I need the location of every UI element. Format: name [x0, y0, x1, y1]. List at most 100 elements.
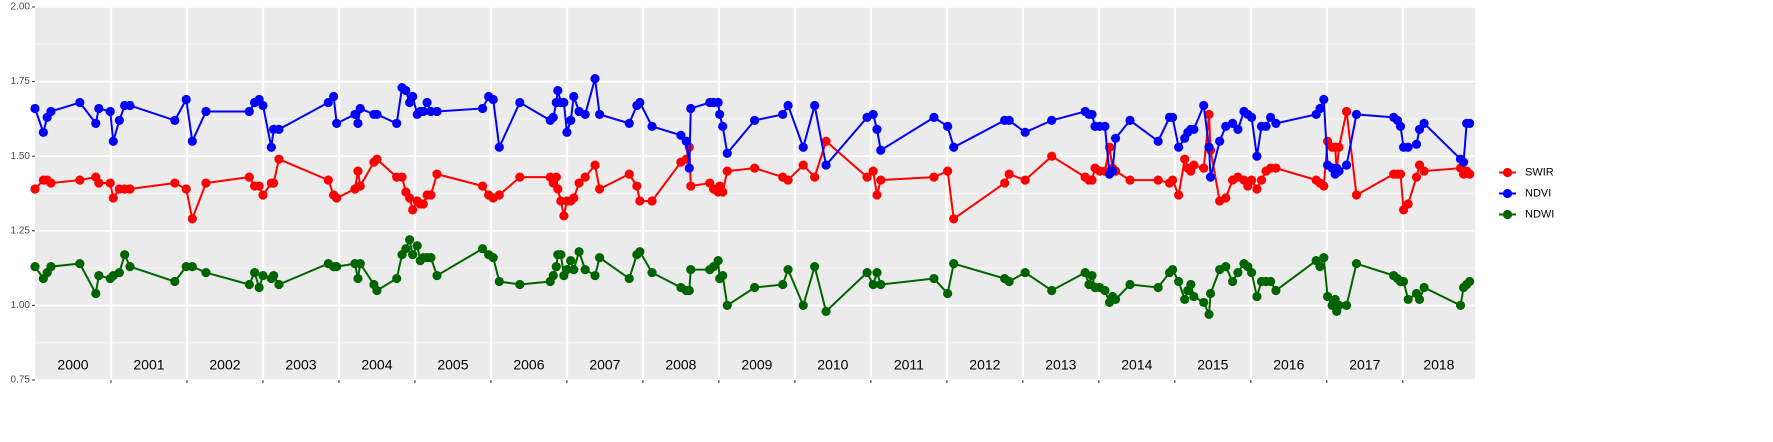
data-point — [488, 253, 498, 263]
data-point — [1221, 193, 1231, 203]
data-point — [1455, 300, 1466, 310]
data-point — [372, 154, 382, 164]
data-point — [556, 250, 566, 260]
data-point — [201, 178, 211, 188]
data-point — [750, 163, 760, 173]
data-point — [250, 267, 260, 278]
data-point — [949, 259, 959, 269]
data-point — [566, 256, 576, 266]
data-point — [1341, 160, 1352, 170]
data-point — [392, 118, 402, 128]
data-point — [412, 241, 422, 251]
data-point — [949, 142, 959, 152]
data-point — [75, 259, 85, 269]
data-point — [1047, 285, 1057, 296]
data-point — [1315, 262, 1325, 272]
data-point — [715, 109, 725, 120]
year-label: 2000 — [57, 357, 88, 373]
year-label: 2014 — [1121, 357, 1152, 373]
data-point — [551, 262, 561, 272]
data-point — [30, 103, 40, 114]
data-point — [46, 262, 56, 272]
data-point — [244, 279, 254, 290]
data-point — [1153, 136, 1163, 146]
data-point — [477, 103, 488, 114]
data-point — [269, 270, 279, 281]
data-point — [868, 279, 878, 290]
year-label: 2008 — [665, 357, 696, 373]
data-point — [862, 172, 872, 182]
data-point — [46, 106, 56, 117]
data-point — [868, 166, 878, 176]
data-point — [1465, 169, 1475, 179]
data-point — [872, 190, 882, 200]
data-point — [722, 148, 732, 158]
data-point — [332, 118, 342, 128]
data-point — [125, 262, 135, 272]
data-point — [1419, 166, 1429, 176]
data-point — [580, 264, 590, 275]
data-point — [1403, 142, 1413, 152]
data-point — [1020, 267, 1030, 278]
data-point — [187, 214, 197, 224]
data-point — [562, 127, 572, 137]
data-point — [647, 121, 657, 131]
y-tick-label: 2.00 — [11, 2, 31, 13]
data-point — [821, 306, 831, 316]
data-point — [30, 184, 40, 194]
data-point — [574, 247, 584, 257]
data-point — [718, 270, 728, 281]
data-point — [562, 264, 572, 275]
legend-marker — [1502, 188, 1513, 199]
data-point — [108, 193, 118, 203]
data-point — [355, 259, 365, 269]
data-point — [1125, 175, 1135, 185]
year-label: 2010 — [817, 357, 848, 373]
data-point — [494, 276, 504, 287]
data-point — [274, 124, 284, 134]
data-point — [515, 279, 525, 290]
data-point — [872, 267, 882, 278]
year-label: 2007 — [589, 357, 620, 373]
data-point — [1110, 133, 1121, 143]
data-point — [1411, 172, 1422, 182]
data-point — [1411, 139, 1422, 149]
data-point — [75, 97, 85, 108]
year-label: 2016 — [1273, 357, 1304, 373]
year-label: 2013 — [1045, 357, 1076, 373]
data-point — [401, 244, 411, 254]
legend-marker — [1502, 209, 1513, 220]
data-point — [488, 94, 498, 105]
data-point — [114, 267, 124, 278]
data-point — [1465, 118, 1475, 128]
data-point — [929, 112, 939, 123]
data-point — [686, 181, 696, 191]
data-point — [676, 130, 686, 140]
data-point — [258, 190, 268, 200]
data-point — [1246, 112, 1257, 123]
data-point — [432, 106, 442, 117]
data-point — [1414, 294, 1425, 305]
data-point — [595, 184, 605, 194]
data-point — [418, 199, 428, 209]
data-point — [1459, 157, 1469, 167]
data-point — [1271, 163, 1281, 173]
data-point — [353, 166, 363, 176]
data-point — [1199, 163, 1209, 173]
data-point — [1174, 190, 1184, 200]
year-label: 2001 — [133, 357, 164, 373]
data-point — [120, 250, 130, 260]
data-point — [114, 115, 124, 125]
data-point — [355, 181, 365, 191]
data-point — [635, 97, 645, 108]
data-point — [269, 178, 279, 188]
data-point — [187, 136, 197, 146]
year-label: 2002 — [209, 357, 240, 373]
data-point — [1153, 175, 1163, 185]
year-label: 2011 — [894, 357, 924, 373]
data-point — [181, 184, 191, 194]
data-point — [810, 172, 820, 182]
data-point — [181, 94, 191, 105]
data-point — [1189, 160, 1199, 170]
data-point — [266, 142, 276, 152]
